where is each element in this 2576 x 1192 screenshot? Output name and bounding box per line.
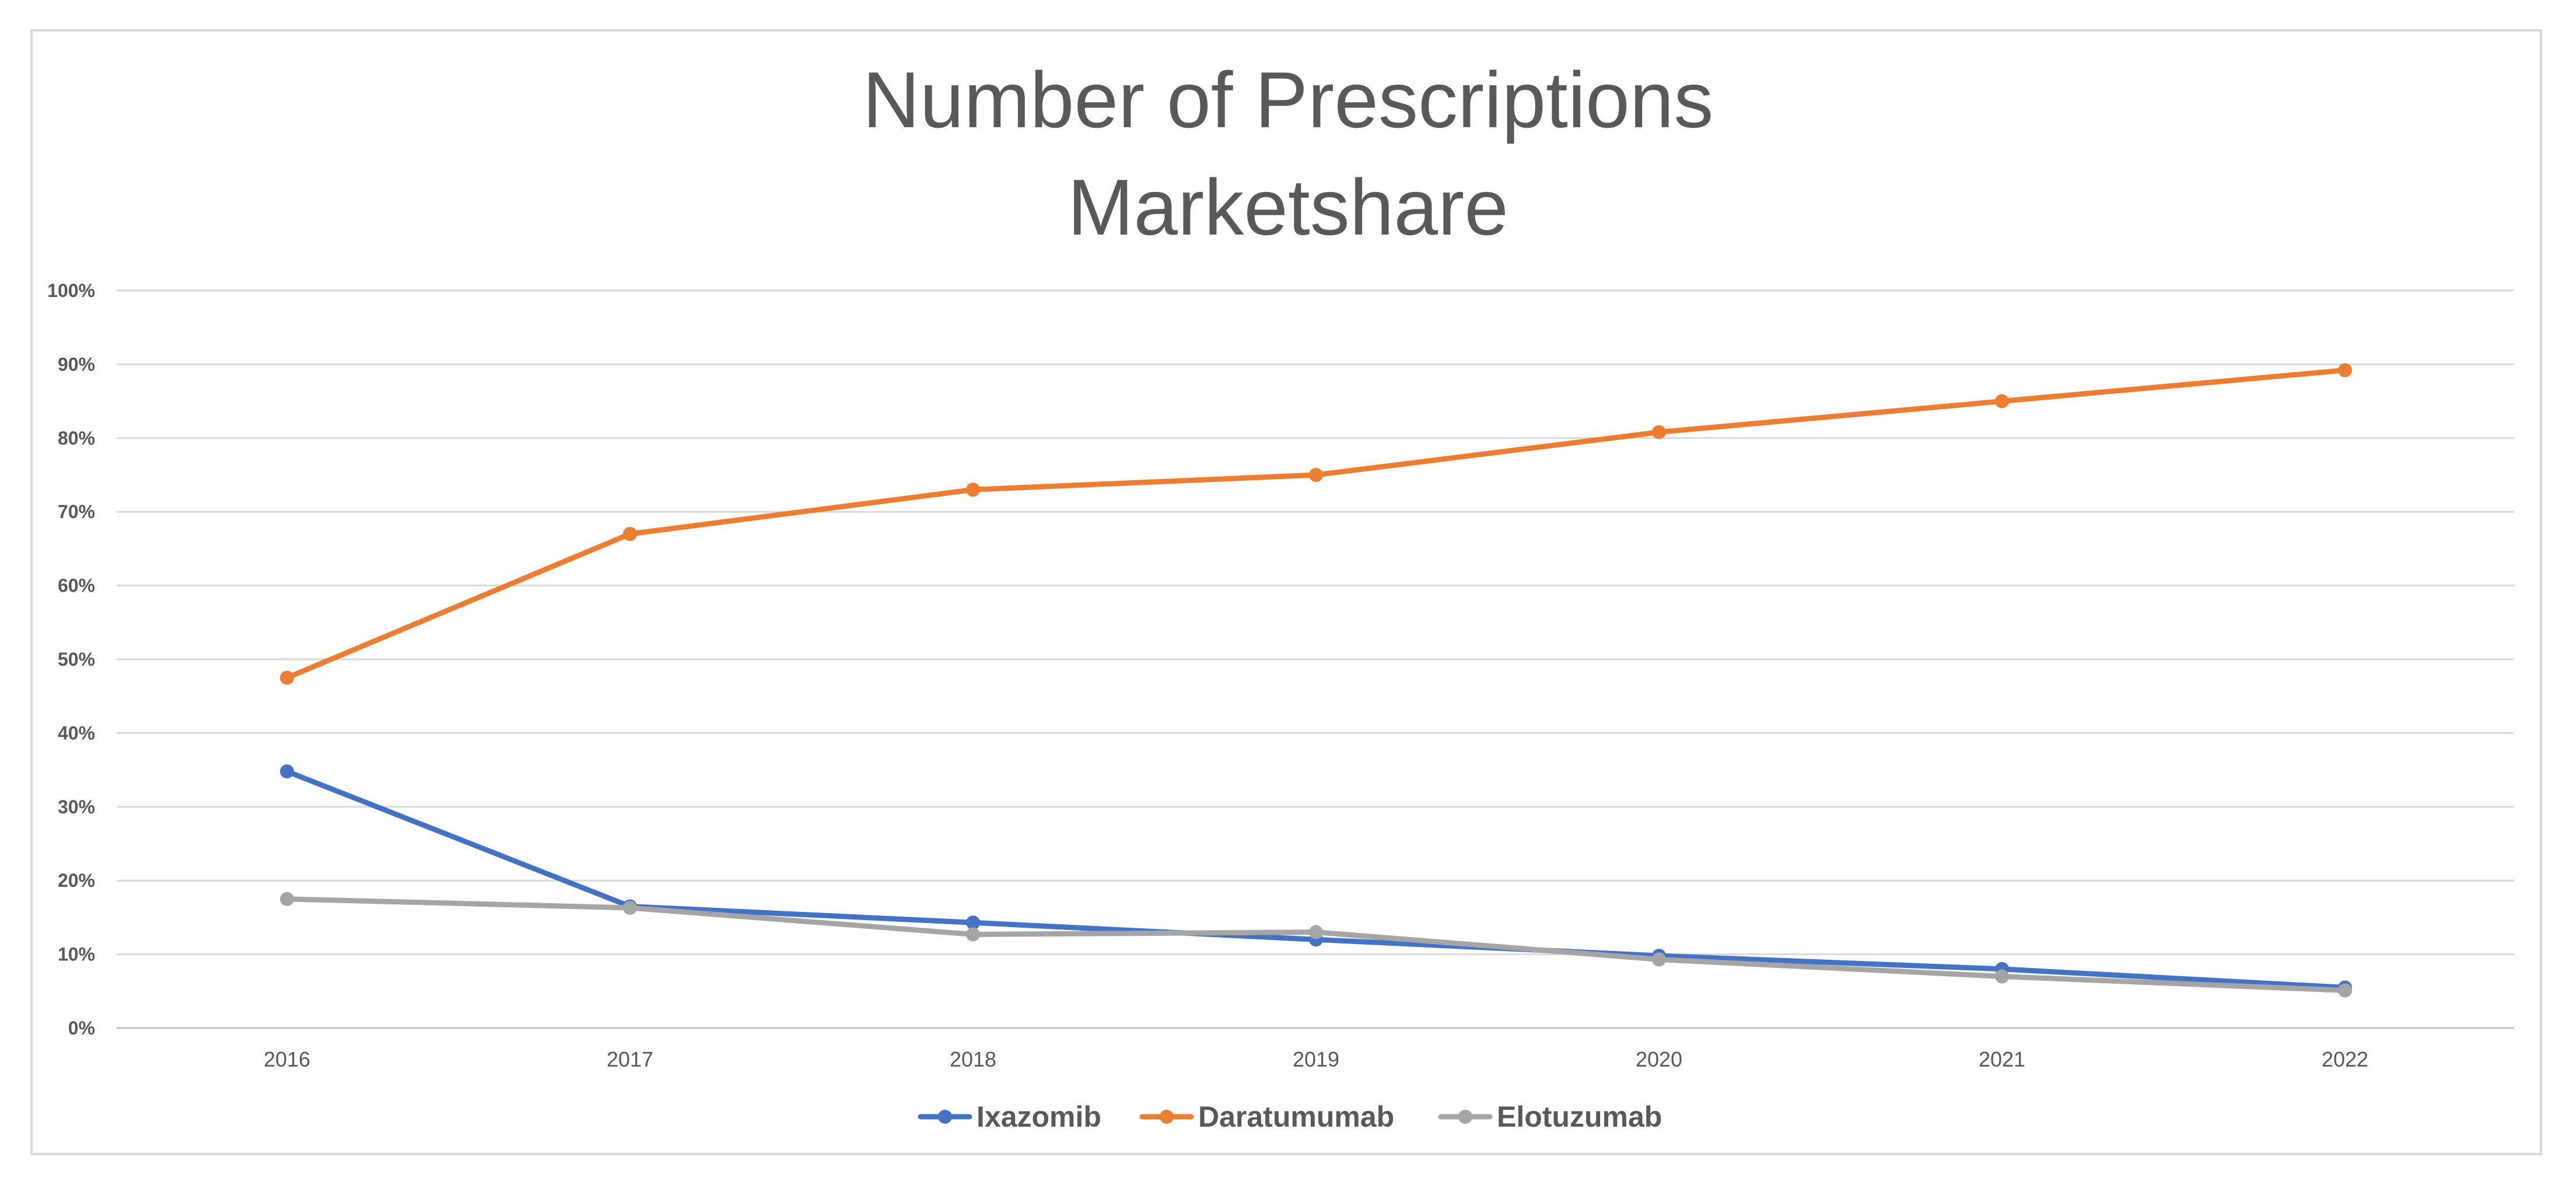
data-point-elotuzumab	[2338, 983, 2352, 998]
data-point-daratumumab	[623, 527, 637, 541]
data-point-elotuzumab	[280, 892, 294, 906]
data-point-daratumumab	[280, 670, 294, 685]
chart-frame	[30, 29, 2542, 1155]
legend-item-elotuzumab[interactable]: Elotuzumab	[1438, 1100, 1662, 1133]
legend-item-ixazomib[interactable]: Ixazomib	[918, 1100, 1101, 1133]
data-point-elotuzumab	[1995, 969, 2009, 984]
x-tick-label: 2017	[607, 1047, 653, 1071]
legend-label-ixazomib: Ixazomib	[977, 1100, 1101, 1133]
chart-title-line-2: Marketshare	[1068, 163, 1508, 251]
y-tick-label: 0%	[68, 1018, 95, 1039]
y-tick-label: 30%	[58, 796, 95, 817]
data-point-elotuzumab	[1652, 952, 1666, 967]
y-axis-ticks: 0% 10% 20% 30% 40% 50% 60% 70% 80% 90% 100%	[47, 280, 95, 1039]
x-tick-label: 2020	[1636, 1047, 1682, 1071]
x-tick-label: 2018	[950, 1047, 996, 1071]
data-point-elotuzumab	[1309, 925, 1323, 939]
x-tick-label: 2016	[264, 1047, 310, 1071]
x-tick-label: 2022	[2322, 1047, 2368, 1071]
chart-title: Number of Prescriptions Marketshare	[863, 55, 1714, 251]
data-point-elotuzumab	[966, 927, 980, 942]
gridlines	[117, 289, 2514, 1029]
data-point-daratumumab	[1995, 394, 2009, 408]
x-tick-label: 2019	[1293, 1047, 1339, 1071]
legend-marker-daratumumab	[1160, 1110, 1174, 1124]
x-tick-label: 2021	[1979, 1047, 2025, 1071]
y-tick-label: 70%	[58, 501, 95, 522]
y-tick-label: 90%	[58, 354, 95, 375]
legend-label-daratumumab: Daratumumab	[1198, 1100, 1394, 1133]
data-point-daratumumab	[2338, 363, 2352, 377]
series-line-daratumumab	[284, 368, 2348, 681]
y-tick-label: 40%	[58, 722, 95, 743]
legend-label-elotuzumab: Elotuzumab	[1497, 1100, 1662, 1133]
y-tick-label: 20%	[58, 870, 95, 891]
chart-title-line-1: Number of Prescriptions	[863, 55, 1714, 144]
series-elotuzumab	[280, 892, 2352, 998]
legend-marker-elotuzumab	[1458, 1110, 1472, 1124]
legend[interactable]: Ixazomib Daratumumab Elotuzumab	[918, 1100, 1662, 1133]
legend-marker-ixazomib	[938, 1110, 952, 1124]
series-ixazomib	[280, 764, 2352, 995]
data-point-daratumumab	[1652, 425, 1666, 439]
series-daratumumab	[280, 363, 2352, 685]
data-point-ixazomib	[966, 915, 980, 930]
y-tick-label: 80%	[58, 428, 95, 449]
y-tick-label: 50%	[58, 649, 95, 670]
data-point-ixazomib	[280, 764, 294, 779]
series-lines	[280, 363, 2352, 998]
data-point-daratumumab	[966, 483, 980, 497]
y-tick-label: 10%	[58, 944, 95, 965]
data-point-daratumumab	[1309, 468, 1323, 482]
y-tick-label: 100%	[47, 280, 95, 301]
x-axis-ticks: 2016 2017 2018 2019 2020 2021 2022	[264, 1047, 2368, 1071]
legend-item-daratumumab[interactable]: Daratumumab	[1139, 1100, 1394, 1133]
y-tick-label: 60%	[58, 575, 95, 596]
data-point-elotuzumab	[623, 900, 637, 915]
